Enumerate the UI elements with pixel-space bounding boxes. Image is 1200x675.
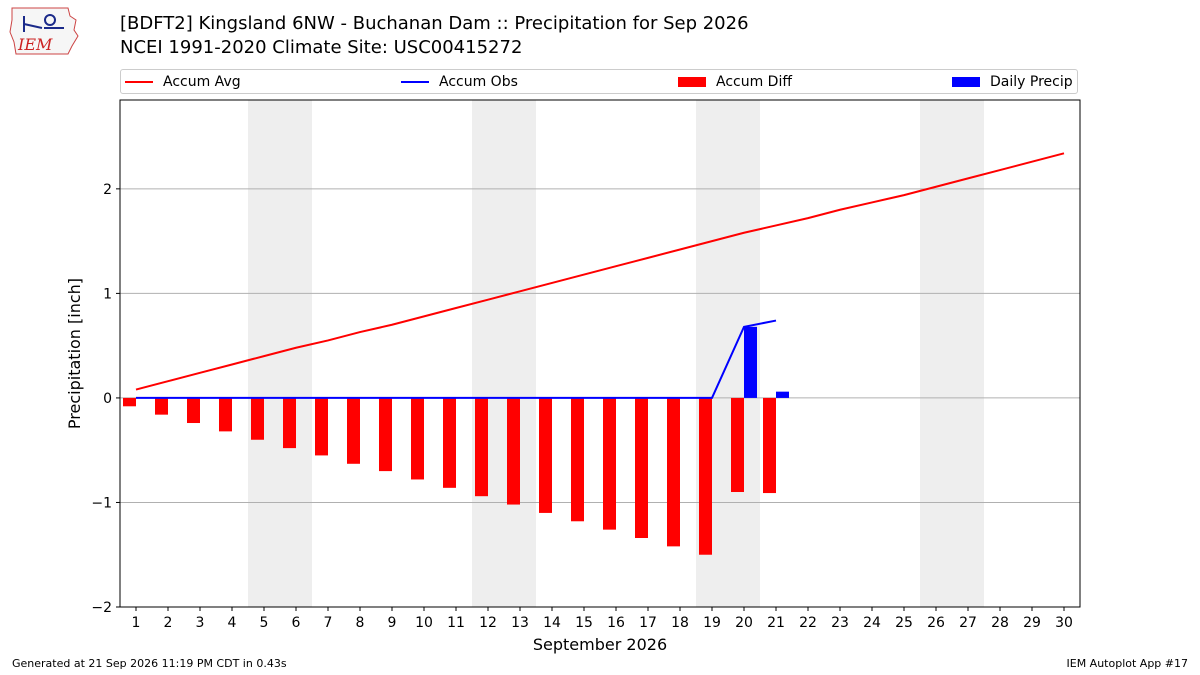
legend-label-accum-obs: Accum Obs bbox=[439, 74, 518, 90]
legend-label-accum-avg: Accum Avg bbox=[163, 74, 241, 90]
x-tick-label-7: 7 bbox=[324, 615, 333, 631]
chart-subtitle: NCEI 1991-2020 Climate Site: USC00415272 bbox=[120, 37, 523, 58]
x-tick-label-3: 3 bbox=[196, 615, 205, 631]
y-tick-label-4: −2 bbox=[91, 600, 112, 616]
x-tick-label-27: 27 bbox=[959, 615, 977, 631]
y-tick-label-2: 0 bbox=[103, 391, 112, 407]
accum-diff-bar-12 bbox=[475, 397, 488, 497]
x-tick-label-2: 2 bbox=[164, 615, 173, 631]
x-tick-label-18: 18 bbox=[671, 615, 689, 631]
accum-diff-bar-20 bbox=[731, 397, 744, 493]
accum-diff-bar-15 bbox=[571, 397, 584, 522]
legend-label-accum-diff: Accum Diff bbox=[716, 74, 793, 90]
accum-diff-bar-11 bbox=[443, 397, 456, 488]
accum-diff-bar-19 bbox=[699, 397, 712, 555]
x-tick-label-1: 1 bbox=[132, 615, 141, 631]
accum-diff-bar-16 bbox=[603, 397, 616, 530]
footer-generated: Generated at 21 Sep 2026 11:19 PM CDT in… bbox=[12, 657, 287, 670]
x-tick-label-11: 11 bbox=[447, 615, 465, 631]
accum-diff-bar-18 bbox=[667, 397, 680, 547]
x-tick-label-29: 29 bbox=[1023, 615, 1041, 631]
x-tick-label-14: 14 bbox=[543, 615, 561, 631]
daily-precip-bar-21 bbox=[776, 391, 789, 398]
accum-diff-bar-3 bbox=[187, 397, 200, 424]
accum-diff-bar-4 bbox=[219, 397, 232, 432]
x-tick-label-5: 5 bbox=[260, 615, 269, 631]
accum-diff-bar-2 bbox=[155, 397, 168, 415]
x-tick-label-17: 17 bbox=[639, 615, 657, 631]
legend-swatch-accum-avg bbox=[125, 81, 153, 83]
x-tick-label-19: 19 bbox=[703, 615, 721, 631]
x-tick-label-12: 12 bbox=[479, 615, 497, 631]
accum-avg-line bbox=[135, 152, 1065, 391]
legend-item-accum-avg: Accum Avg bbox=[125, 73, 241, 91]
legend-item-daily-precip: Daily Precip bbox=[952, 73, 1073, 91]
logo-text: IEM bbox=[17, 35, 53, 54]
x-tick-label-8: 8 bbox=[356, 615, 365, 631]
x-tick-label-6: 6 bbox=[292, 615, 301, 631]
x-tick-label-22: 22 bbox=[799, 615, 817, 631]
x-tick-label-28: 28 bbox=[991, 615, 1009, 631]
accum-diff-bar-9 bbox=[379, 397, 392, 472]
accum-diff-bar-8 bbox=[347, 397, 360, 464]
y-tick-label-3: −1 bbox=[91, 495, 112, 511]
x-tick-label-10: 10 bbox=[415, 615, 433, 631]
legend-swatch-daily-precip bbox=[952, 77, 980, 87]
legend-label-daily-precip: Daily Precip bbox=[990, 74, 1073, 90]
x-tick-label-26: 26 bbox=[927, 615, 945, 631]
legend-swatch-accum-diff bbox=[678, 77, 706, 87]
x-tick-label-23: 23 bbox=[831, 615, 849, 631]
accum-diff-bar-14 bbox=[539, 397, 552, 513]
x-tick-label-15: 15 bbox=[575, 615, 593, 631]
accum-obs-line bbox=[136, 319, 777, 399]
legend: Accum Avg Accum Obs Accum Diff Daily Pre… bbox=[120, 69, 1078, 94]
x-tick-label-16: 16 bbox=[607, 615, 625, 631]
x-axis-label: September 2026 bbox=[533, 635, 667, 654]
accum-diff-bar-13 bbox=[507, 397, 520, 505]
iem-logo: IEM bbox=[8, 6, 80, 58]
chart-title: [BDFT2] Kingsland 6NW - Buchanan Dam :: … bbox=[120, 13, 749, 34]
accum-diff-bar-1 bbox=[123, 397, 136, 407]
legend-item-accum-diff: Accum Diff bbox=[678, 73, 792, 91]
weekend-shade-2 bbox=[472, 100, 536, 607]
accum-diff-bar-7 bbox=[315, 397, 328, 456]
accum-diff-bar-10 bbox=[411, 397, 424, 480]
y-tick-label-0: 2 bbox=[103, 182, 112, 198]
x-tick-label-21: 21 bbox=[767, 615, 785, 631]
y-axis-label: Precipitation [inch] bbox=[65, 278, 84, 429]
legend-swatch-accum-obs bbox=[401, 81, 429, 83]
x-tick-label-20: 20 bbox=[735, 615, 753, 631]
accum-diff-bar-5 bbox=[251, 397, 264, 440]
x-tick-label-24: 24 bbox=[863, 615, 881, 631]
y-tick-label-1: 1 bbox=[103, 286, 112, 302]
x-tick-label-13: 13 bbox=[511, 615, 529, 631]
legend-item-accum-obs: Accum Obs bbox=[401, 73, 518, 91]
accum-diff-bar-17 bbox=[635, 397, 648, 539]
x-tick-label-30: 30 bbox=[1055, 615, 1073, 631]
plot-frame bbox=[119, 99, 1081, 608]
weekend-shade-1 bbox=[248, 100, 312, 607]
footer-app: IEM Autoplot App #17 bbox=[1066, 657, 1189, 670]
x-tick-label-25: 25 bbox=[895, 615, 913, 631]
accum-diff-bar-6 bbox=[283, 397, 296, 449]
weekend-shade-4 bbox=[920, 100, 984, 607]
x-tick-label-4: 4 bbox=[228, 615, 237, 631]
daily-precip-bar-20 bbox=[744, 326, 757, 398]
x-tick-label-9: 9 bbox=[388, 615, 397, 631]
accum-diff-bar-21 bbox=[763, 397, 776, 494]
